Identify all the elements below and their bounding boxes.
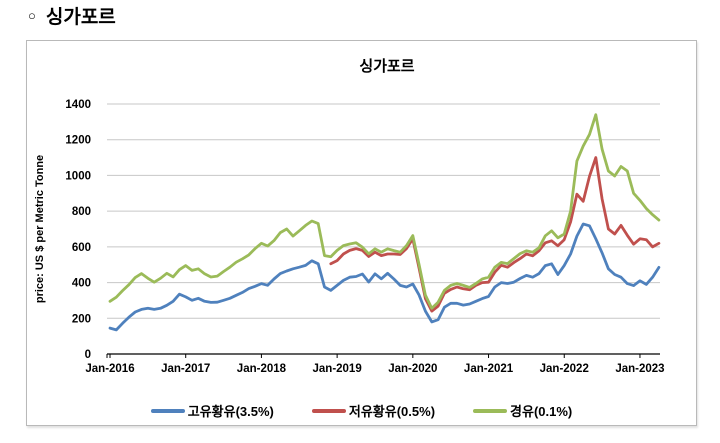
hsfo-line-swatch [150,408,185,413]
legend-label-lsfo: 저유황유(0.5%) [348,404,436,419]
legend-label-hsfo: 고유황유(3.5%) [187,404,274,419]
y-axis-title: price: US $ per Metric Tonne [34,155,46,303]
x-tick-label: Jan-2020 [388,363,437,375]
document-heading-text: 싱가포르 [45,7,116,28]
y-tick-label: 600 [72,242,91,254]
legend-item-lsfo: 저유황유(0.5%) [311,401,436,420]
series-line-고유황유(3.5%) [108,222,661,332]
chart-frame: Jan-2016 Jan-2017 Jan-2018 Jan-2019 Jan-2020… [26,40,697,426]
y-tick-label: 800 [72,206,91,218]
x-tick-label: Jan-2019 [313,363,362,375]
series-line-경유(0.1%) [108,113,661,310]
y-tick-label: 200 [72,313,91,325]
y-tick-label: 0 [85,349,91,361]
y-tick-label: 400 [72,278,91,290]
gasoil-line-swatch [473,408,508,413]
x-tick-label: Jan-2018 [237,363,287,375]
x-tick-label: Jan-2022 [540,363,589,375]
x-tick-label: Jan-2023 [615,363,664,375]
chart-title: 싱가포르 [359,58,414,75]
document-heading: ○ 싱가포르 [28,2,116,29]
y-tick-label: 1000 [65,170,91,182]
y-tick-label: 1400 [65,99,91,111]
legend-item-gasoil: 경유(0.1%) [473,401,572,420]
legend-item-hsfo: 고유황유(3.5%) [150,401,274,420]
lsfo-line-swatch [311,408,346,413]
price-line-chart: Jan-2016 Jan-2017 Jan-2018 Jan-2019 Jan-2020… [34,58,665,375]
x-tick-label: Jan-2021 [464,363,514,375]
legend-label-gasoil: 경유(0.1%) [510,404,573,419]
chart-legend: 고유황유(3.5%) 저유황유(0.5%) 경유(0.1%) [27,401,696,420]
x-tick-label: Jan-2016 [85,363,134,375]
series-line-저유황유(0.5%) [329,156,661,313]
y-tick-label: 1200 [65,135,91,147]
circle-bullet-icon: ○ [28,8,36,23]
x-tick-label: Jan-2017 [161,363,210,375]
